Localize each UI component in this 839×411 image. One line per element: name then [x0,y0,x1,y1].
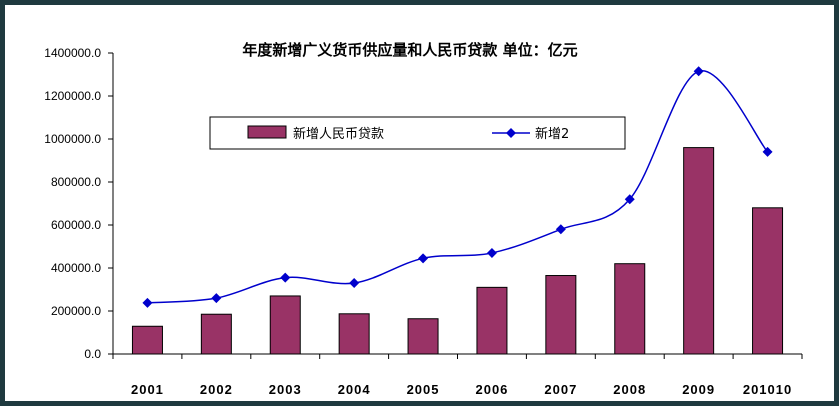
x-tick-label: 2004 [338,382,371,397]
bar [407,318,439,355]
bar [131,325,163,355]
series-line [147,70,769,304]
bar [614,263,646,355]
bar [269,295,301,355]
x-tick-label: 2009 [682,382,715,397]
x-tick-label: 2007 [544,382,577,397]
legend-label-bar: 新增人民币贷款 [293,126,384,142]
x-tick-label: 2001 [131,382,164,397]
x-tick-label: 2008 [613,382,646,397]
line-point [762,146,773,157]
line-point [142,297,153,308]
y-tick-label: 800000.0 [51,175,101,189]
bar [545,275,577,355]
bar [476,286,508,355]
chart-title: 年度新增广义货币供应量和人民币贷款 单位：亿元 [242,41,577,59]
chart: 年度新增广义货币供应量和人民币贷款 单位：亿元 0.0 200000.0 400000… [44,41,803,397]
x-tick-label: 2005 [407,382,440,397]
y-tick-label: 1200000.0 [44,89,101,103]
bar [338,313,370,355]
bar [200,313,232,355]
y-tick-label: 200000.0 [51,304,101,318]
x-tick-label: 2003 [269,382,302,397]
y-tick-label: 600000.0 [51,218,101,232]
line-point [418,253,429,264]
y-tick-label: 1400000.0 [44,46,101,60]
line-point [280,272,291,283]
x-tick-label: 2006 [475,382,508,397]
line-point [693,66,704,77]
line-point [211,293,222,304]
x-tick-label: 2002 [200,382,233,397]
x-tick-label: 201010 [743,382,792,397]
legend-swatch-bar [247,125,287,139]
y-tick-label: 1000000.0 [44,132,101,146]
bar [752,207,784,355]
legend-swatch-marker [506,128,516,138]
line-point [486,247,497,258]
line-point [624,194,635,205]
bar [683,147,715,355]
y-tick-label: 400000.0 [51,261,101,275]
y-tick-label: 0.0 [84,347,101,361]
line-point [555,224,566,235]
legend-label-line: 新增2 [535,126,569,142]
line-point [349,278,360,289]
